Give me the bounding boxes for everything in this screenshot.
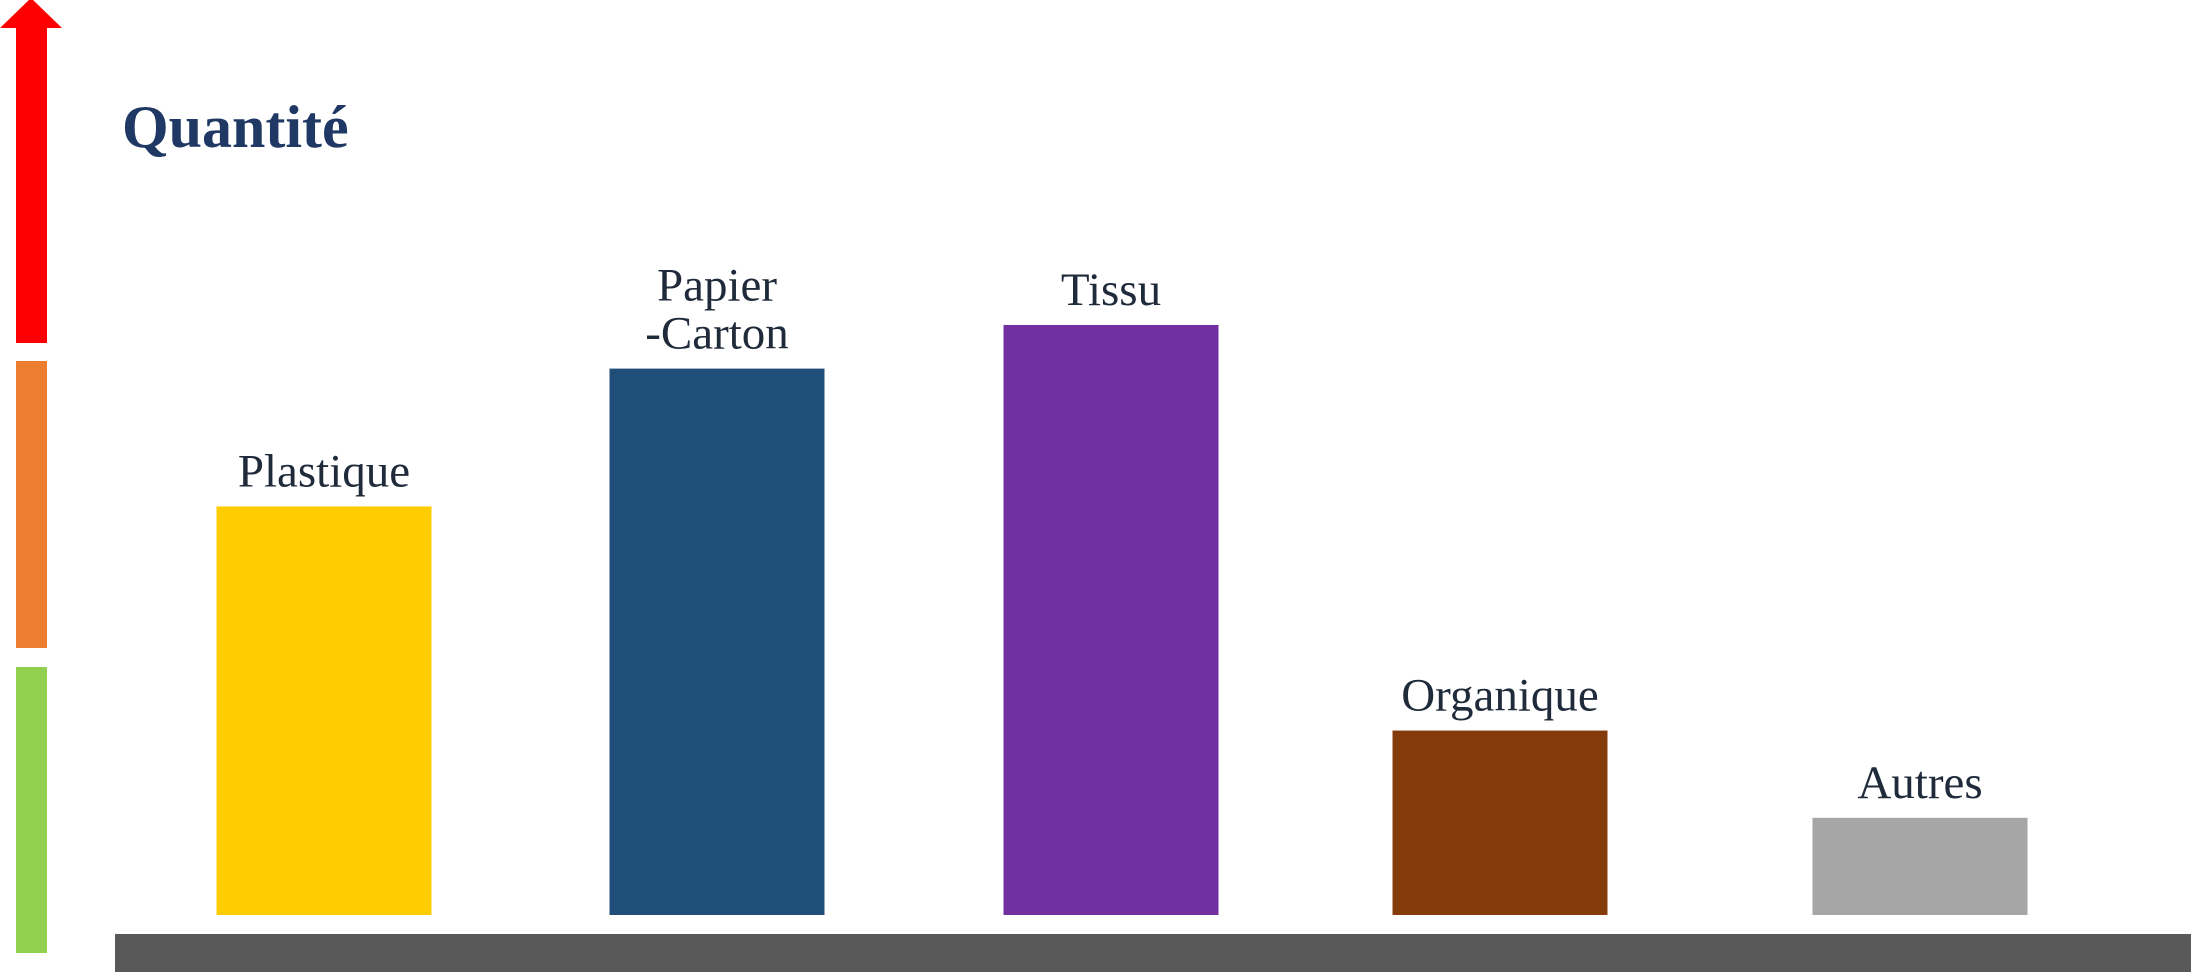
scale-arrow-head-icon xyxy=(0,0,62,28)
bar-label-4: Organique xyxy=(1401,670,1599,722)
chart-baseline xyxy=(115,934,2191,972)
bar-label-5: Autres xyxy=(1857,757,1982,809)
bar-4 xyxy=(1392,730,1608,915)
bar-5 xyxy=(1812,817,2028,915)
bar-label-1: Plastique xyxy=(238,445,410,497)
bars-group xyxy=(216,324,2028,915)
scale-low-segment xyxy=(16,667,47,953)
bar-label-2: Papier -Carton xyxy=(645,260,789,360)
quantity-scale xyxy=(0,0,62,953)
bar-3 xyxy=(1003,324,1219,915)
chart-title: Quantité xyxy=(122,94,349,160)
bar-2 xyxy=(609,368,825,915)
scale-medium-segment xyxy=(16,361,47,648)
bar-labels-group: Plastique Papier -Carton Tissu Organique Autr… xyxy=(238,260,1983,809)
bar-label-3: Tissu xyxy=(1061,264,1161,316)
bar-1 xyxy=(216,506,432,915)
scale-high-segment xyxy=(16,28,47,343)
